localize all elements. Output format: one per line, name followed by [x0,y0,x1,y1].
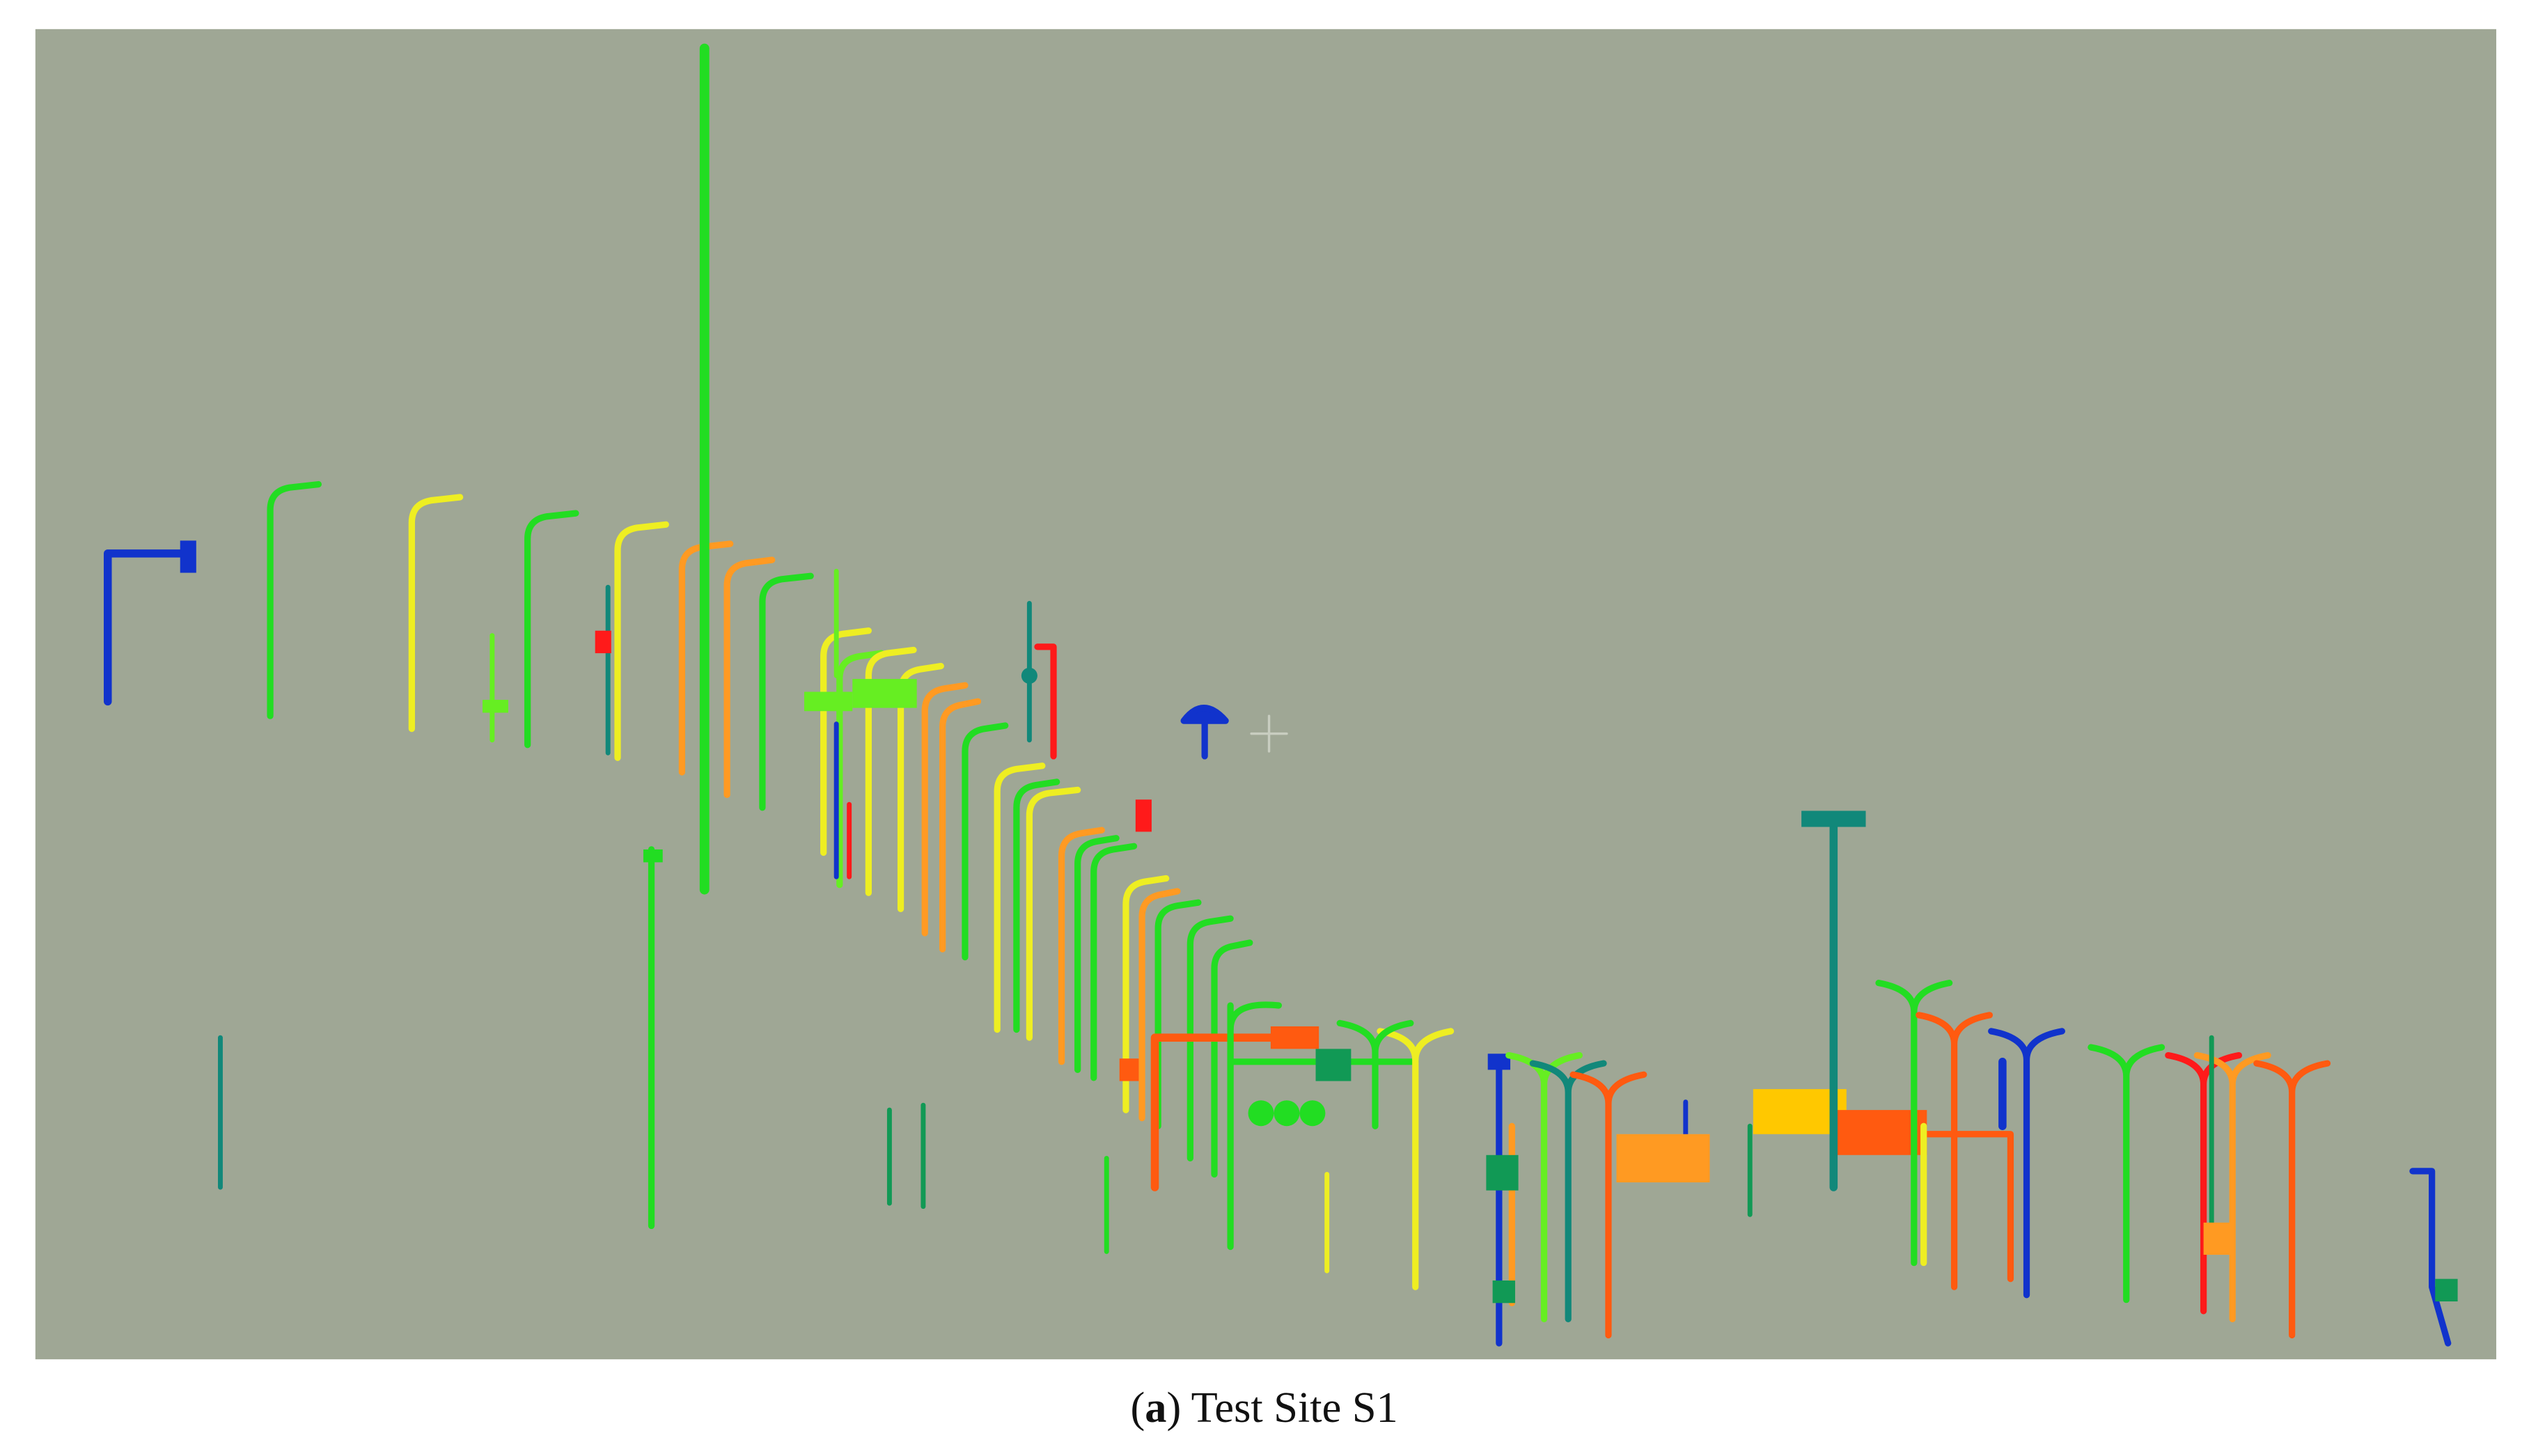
signal-light [1299,1100,1326,1127]
lamp-pole [408,494,464,733]
lamp-pole [1211,939,1253,1178]
lamp-pole [994,762,1046,1033]
lamp-pole [1122,875,1170,1113]
double-arm-pole [1569,1071,1647,1339]
object [1135,799,1152,832]
arm [1227,1001,1283,1033]
caption-label: a [1145,1384,1166,1432]
lamp-pole [939,698,982,953]
lamp-pole [723,556,776,798]
point-cloud [103,43,2458,1347]
object [643,849,663,863]
lamp-pole [1074,835,1120,1073]
lamp-pole [962,722,1009,961]
double-arm-pole [2088,1044,2165,1304]
point-cloud-background [35,29,2497,1360]
sign-pole [1150,1033,1307,1191]
object [482,700,508,713]
double-arm-pole [1916,1012,1994,1290]
object [1119,1058,1139,1081]
sign-pole [103,549,194,706]
object [2203,1222,2233,1255]
crosshair [1250,714,1288,753]
sign-pole [2409,1168,2452,1347]
lamp-pole [1013,778,1060,1033]
lamp-pole [1186,915,1234,1162]
object [1616,1134,1710,1183]
caption-text: ) Test Site S1 [1166,1384,1397,1432]
object [1486,1154,1519,1191]
lamp-pole [524,510,579,749]
caption: (a) Test Site S1 [1130,1384,1397,1432]
double-arm-pole [2193,1051,2271,1323]
lamp-pole [836,650,885,889]
lamp-pole [614,521,669,761]
lamp-pole [1058,827,1105,1065]
object [1315,1049,1352,1081]
lamp-pole [1154,899,1202,1129]
lamp-pole [1090,843,1138,1081]
object [852,679,917,708]
object [1021,667,1037,684]
lamp-pole [267,480,322,719]
lamp-pole [1026,786,1081,1041]
object [595,630,611,654]
object [1487,1054,1511,1070]
lamp-pole [820,627,872,856]
lamp-pole [921,682,969,937]
lamp-pole [1138,888,1181,1122]
double-arm-pole [1336,1019,1414,1129]
double-arm-pole [1875,980,1953,1267]
double-arm-pole [2253,1060,2331,1339]
lamp-pole [759,572,814,811]
lamp-pole [865,646,917,896]
caption-open: ( [1130,1384,1145,1432]
object [1801,811,1866,827]
object [2435,1278,2458,1301]
object [1270,1026,1319,1049]
object [804,691,853,712]
object [180,540,196,573]
signal-light [1274,1100,1300,1127]
object [1180,705,1229,760]
object [1492,1280,1515,1304]
sign-pole [1034,643,1057,760]
double-arm-pole [1988,1028,2065,1299]
signal-light [1248,1100,1274,1127]
